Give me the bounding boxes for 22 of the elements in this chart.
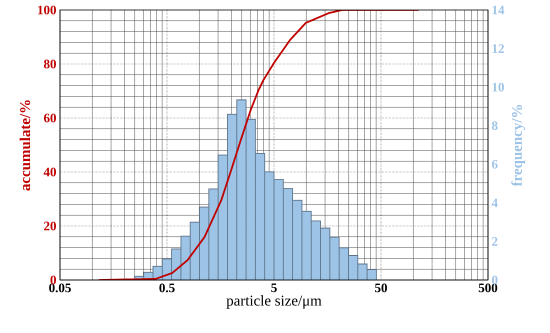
- y-tick-label: 100: [38, 6, 56, 14]
- y-tick-label: 0: [50, 276, 56, 284]
- y2-tick-label: 10: [492, 82, 504, 92]
- x-tick-label: 50: [375, 284, 387, 292]
- y-tick-label: 80: [44, 60, 56, 68]
- y2-tick-label: 6: [492, 160, 498, 169]
- x-tick-label: 500: [478, 284, 498, 292]
- y2-tick-label: 14: [492, 6, 504, 14]
- x-tick-label: 0.5: [159, 284, 175, 292]
- y-tick-label: 60: [44, 114, 56, 122]
- y2-tick-label: 8: [492, 121, 498, 130]
- x-tick-label: 0.05: [49, 284, 71, 292]
- y2-tick-label: 4: [492, 198, 498, 208]
- y2-tick-label: 12: [492, 44, 504, 53]
- x-axis-title: particle size/μm: [226, 295, 322, 309]
- x-tick-label: 5: [271, 284, 277, 292]
- y2-tick-label: 0: [492, 276, 498, 284]
- y2-tick-label: 2: [492, 237, 498, 246]
- y-tick-label: 40: [44, 168, 56, 176]
- y2-axis-title: frequency/%: [511, 105, 526, 186]
- y-tick-label: 20: [44, 222, 56, 230]
- y-axis-title: accumulate/%: [20, 100, 30, 191]
